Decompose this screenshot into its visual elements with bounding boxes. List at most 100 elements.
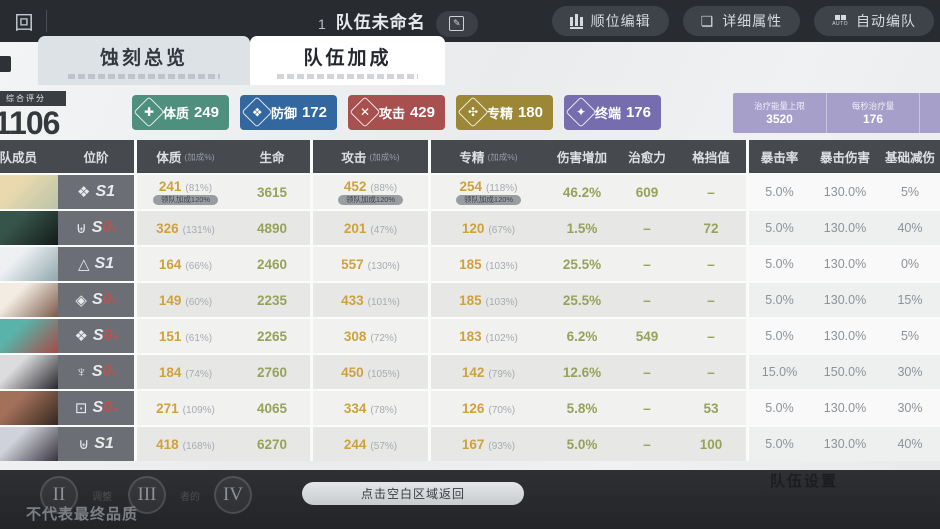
rank-number: 0 [102, 219, 112, 236]
faded-panel-label: 队伍设置 [770, 473, 839, 490]
rank-cell[interactable]: ♆ S 0 ▾ [58, 355, 134, 389]
header-heal-power: 治愈力 [628, 151, 666, 165]
mountain-icon: △ [77, 256, 90, 273]
hp-cell: 2235 [234, 283, 310, 317]
nav-numeral-2[interactable]: II [40, 476, 78, 514]
dmg-increase-cell: 5.8% [546, 391, 618, 425]
heal-per-sec-label: 每秒治疗量 [851, 101, 895, 111]
avatar[interactable] [0, 247, 58, 281]
rank-number: 0 [103, 399, 113, 416]
table-row: ♆ S 0 ▾ 184 (74%) 2760 450 (105%) 142 (79%) 1… [0, 353, 940, 389]
leader-bonus-badge: 领队加成120% [152, 195, 219, 205]
avatar[interactable] [0, 427, 58, 461]
crit-rate-cell: 5.0% [746, 319, 810, 353]
block-value-cell: – [676, 319, 746, 353]
hp-cell: 2265 [234, 319, 310, 353]
block-value-cell: 100 [676, 427, 746, 461]
mastery-cell: 185 (103%) [428, 247, 546, 281]
nav-numeral-3[interactable]: III [128, 476, 166, 514]
leader-bonus-badge: 领队加成120% [455, 195, 522, 205]
nav-numeral-4[interactable]: IV [214, 476, 252, 514]
team-name: 队伍未命名 [335, 8, 426, 39]
vitality-icon: ✚ [133, 96, 165, 128]
tab-label: 队伍加成 [303, 47, 392, 69]
rank-value: S 0 ▾ [92, 327, 118, 344]
attack-badge: ✕ 攻击 429 [348, 95, 445, 130]
crit-rate-cell: 15.0% [746, 355, 810, 389]
crit-dmg-cell: 130.0% [810, 247, 880, 281]
attack-cell: 201 (47%) [310, 211, 428, 245]
hp-cell: 2760 [234, 355, 310, 389]
order-edit-button[interactable]: 顺位编辑 [551, 6, 669, 36]
block-value-cell: 72 [676, 211, 746, 245]
hp-cell: 2460 [234, 247, 310, 281]
header-base-dmg-reduction: 基础减伤 [884, 151, 935, 165]
vitality-cell: 271 (109%) [134, 391, 234, 425]
mastery-cell: 142 (79%) [428, 355, 546, 389]
avatar[interactable] [0, 283, 58, 317]
header-mastery: 专精 (加成%) [428, 140, 546, 173]
crit-dmg-cell: 130.0% [810, 283, 880, 317]
document-icon: ❏ [700, 13, 715, 29]
detail-attr-button[interactable]: ❏ 详细属性 [682, 6, 801, 36]
u-shield-icon: ⊎ [78, 436, 90, 453]
block-value-cell: – [676, 247, 746, 281]
attack-cell: 244 (57%) [310, 427, 428, 461]
badge-value: 180 [517, 104, 543, 121]
rank-cell[interactable]: ⊡ S 0 ▾ [58, 391, 134, 425]
attack-cell: 433 (101%) [310, 283, 428, 317]
header-vitality: 体质 (加成%) [134, 140, 234, 173]
top-bar-buttons: 顺位编辑 ❏ 详细属性 AUTO 自动编队 [551, 6, 934, 36]
heal-power-cell: 609 [618, 175, 676, 209]
rank-number: 1 [105, 255, 115, 272]
avatar[interactable] [0, 211, 58, 245]
tab-decoration [67, 73, 221, 79]
mastery-icon: ✣ [457, 96, 489, 128]
rank-cell[interactable]: ❖ S 0 ▾ [58, 319, 134, 353]
avatar[interactable] [0, 319, 58, 353]
auto-team-button[interactable]: AUTO 自动编队 [814, 6, 934, 36]
pencil-icon: ✎ [449, 16, 465, 31]
avatar[interactable] [0, 391, 58, 425]
vitality-cell: 418 (168%) [134, 427, 234, 461]
team-stats-table: 编队成员 位阶 体质(加成%) 生命 攻击(加成%) 专精(加成%) 伤害增加 … [0, 140, 940, 461]
rank-down-icon: ▾ [112, 225, 117, 234]
table-row: ◈ S 0 ▾ 149 (60%) 2235 433 (101%) 185 (103%) … [0, 281, 940, 317]
avatar[interactable] [0, 175, 58, 209]
rank-down-icon: ▾ [112, 297, 117, 306]
vitality-cell: 149 (60%) [134, 283, 234, 317]
rank-cell[interactable]: ◈ S 0 ▾ [58, 283, 134, 317]
edit-team-name-button[interactable]: ✎ [435, 10, 478, 37]
header-attack: 攻击 (加成%) [310, 140, 428, 173]
heal-power-cell: – [618, 355, 676, 389]
block-value-cell: – [676, 355, 746, 389]
tab-etch-overview[interactable]: 蚀刻总览 [38, 36, 250, 85]
vitality-cell: 151 (61%) [134, 319, 234, 353]
back-button[interactable]: 回 [14, 12, 34, 34]
header-block-value: 格挡值 [692, 151, 730, 165]
badge-value: 249 [193, 104, 219, 121]
avatar[interactable] [0, 355, 58, 389]
rank-cell[interactable]: ⊎ S 0 ▾ [58, 211, 134, 245]
team-stat-badges: ✚ 体质 249 ❖ 防御 172 ✕ 攻击 429 ✣ 专精 180 ✦ 终端… [132, 95, 661, 130]
attack-cell: 308 (72%) [310, 319, 428, 353]
heal-power-cell: – [618, 283, 676, 317]
detail-attr-label: 详细属性 [722, 13, 783, 29]
crit-dmg-cell: 130.0% [810, 427, 880, 461]
top-bar: 回 1 队伍未命名 ✎ 顺位编辑 ❏ 详细属性 AUTO 自动 [0, 0, 940, 42]
base-dmg-reduction-cell: 15% [880, 283, 940, 317]
tab-team-bonus[interactable]: 队伍加成 [250, 36, 445, 85]
tab-decoration [277, 73, 418, 79]
block-value-cell: – [676, 175, 746, 209]
tab-label: 蚀刻总览 [99, 47, 188, 69]
dmg-increase-cell: 46.2% [546, 175, 618, 209]
block-value-cell: – [676, 283, 746, 317]
